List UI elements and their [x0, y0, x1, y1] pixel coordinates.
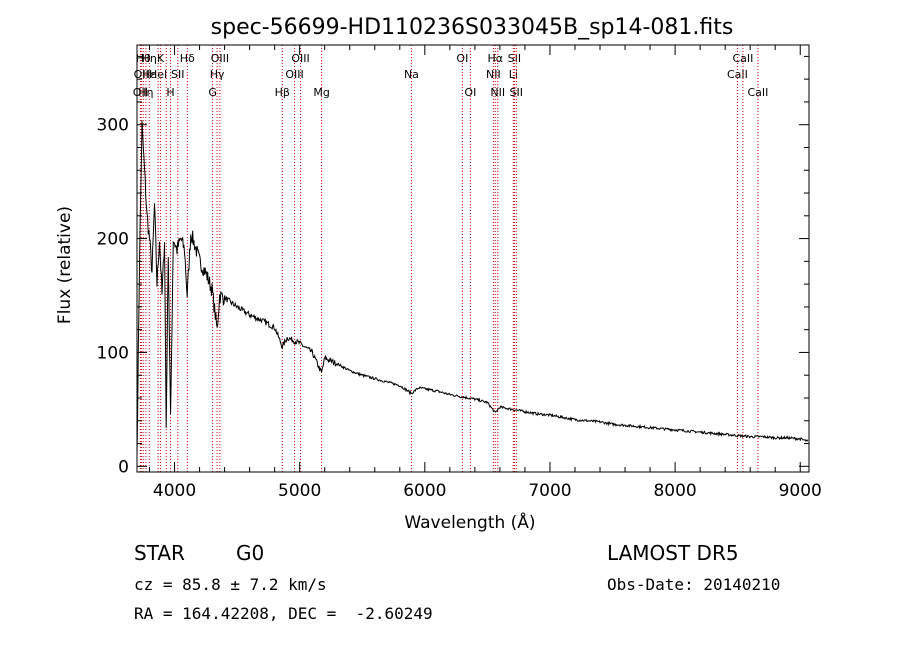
spectral-line-label: Li: [509, 68, 518, 81]
spectral-line-label: OIII: [211, 52, 229, 65]
spectral-line-label: Hη: [138, 86, 153, 99]
x-tick-label: 9000: [779, 481, 822, 501]
spectral-line-label: CaII: [727, 68, 748, 81]
spectral-line-label: OI: [464, 86, 476, 99]
spectral-line-label: SII: [510, 86, 523, 99]
y-tick-label: 200: [97, 230, 129, 250]
spectral-line-label: NII: [490, 86, 505, 99]
spectral-line-label: K: [157, 52, 165, 65]
x-tick-label: 5000: [278, 481, 321, 501]
spectral-line-label: Mg: [313, 86, 329, 99]
x-tick-label: 6000: [403, 481, 446, 501]
spectral-line-label: Na: [404, 68, 419, 81]
obs-date-text: Obs-Date: 20140210: [607, 575, 781, 594]
spectrum-series-0: [136, 120, 809, 455]
spectral-line-label: Hβ: [275, 86, 290, 99]
plot-frame: [136, 44, 810, 473]
survey-name: LAMOST DR5: [607, 541, 739, 565]
spectral-line-label: SII: [508, 52, 521, 65]
chart-title: spec-56699-HD110236S033045B_sp14-081.fit…: [211, 15, 734, 40]
spectral-line-label: Hδ: [180, 52, 195, 65]
spectral-line-label: CaII: [747, 86, 768, 99]
y-tick-label: 300: [97, 116, 129, 136]
coords-text: RA = 164.42208, DEC = -2.60249: [134, 604, 433, 623]
spectral-line-label: Hθ: [136, 52, 151, 65]
x-tick-label: 4000: [153, 481, 196, 501]
x-tick-label: 8000: [653, 481, 696, 501]
spectral-line-label: SII: [171, 68, 184, 81]
object-subclass: G0: [236, 541, 265, 565]
spectral-line-label: OIII: [291, 52, 309, 65]
x-axis-label: Wavelength (Å): [404, 511, 535, 533]
spectral-line-label: OI: [456, 52, 468, 65]
object-class: STAR: [134, 541, 185, 565]
spectral-line-label: NII: [486, 68, 501, 81]
series-layer: [136, 120, 809, 455]
redshift-text: cz = 85.8 ± 7.2 km/s: [134, 575, 327, 594]
spectral-line-label: HeI: [149, 68, 167, 81]
spectral-line-label: Hη: [142, 52, 157, 65]
spectral-lines-layer: OIIOIIHθHηHηHεHeIKHSIIHδGHγOIIIHβOIIIOII…: [133, 45, 768, 472]
y-tick-label: 0: [118, 457, 129, 477]
y-tick-label: 100: [97, 343, 129, 363]
axes-layer: 4000 5000 6000 7000 8000 9000 0 100 200 300: [97, 45, 822, 501]
spectral-line-label: H: [166, 86, 174, 99]
spectral-line-label: G: [208, 86, 217, 99]
spectral-line-label: Hε: [142, 68, 156, 81]
spectral-line-label: OIII: [285, 68, 303, 81]
spectral-line-label: Hα: [488, 52, 504, 65]
spectral-line-label: CaII: [732, 52, 753, 65]
spectral-line-label: Hγ: [210, 68, 225, 81]
x-tick-label: 7000: [528, 481, 571, 501]
y-axis-label: Flux (relative): [55, 206, 75, 324]
